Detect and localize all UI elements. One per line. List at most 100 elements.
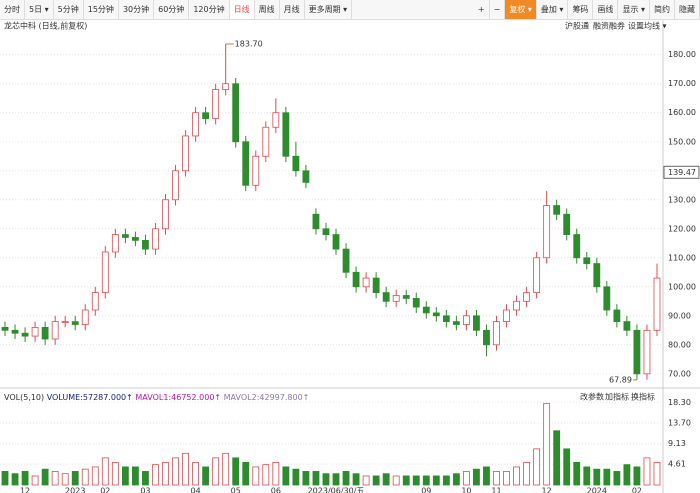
candle-body — [31, 327, 39, 337]
candle-body — [362, 277, 370, 288]
volume-bar — [402, 475, 410, 486]
button[interactable]: 加指标 — [605, 392, 629, 402]
y-tick-label: 160.00 — [668, 108, 696, 117]
candle-body — [523, 292, 531, 302]
volume-bar — [81, 468, 89, 486]
candle-body — [121, 234, 129, 238]
button[interactable]: 换指标 — [631, 392, 655, 402]
volume-bar — [553, 430, 561, 486]
candle-body — [91, 292, 99, 311]
candle-body — [623, 321, 631, 331]
link[interactable]: 融资融券 — [593, 21, 625, 31]
legend-mavol1: MAVOL1:46752.000↑ — [135, 393, 221, 402]
y-tick-label: 70.00 — [668, 369, 691, 378]
volume-bar — [121, 466, 129, 486]
candle-body — [422, 306, 430, 314]
volume-bar — [412, 475, 420, 486]
candle-body — [81, 309, 89, 325]
candle-body — [172, 170, 179, 201]
candle-body — [212, 89, 220, 119]
candle-body — [513, 300, 520, 311]
toolbar-button[interactable]: 筹码 — [568, 0, 594, 19]
candle-body — [593, 263, 601, 288]
candle-body — [432, 312, 440, 317]
toolbar-button[interactable]: 简约 — [650, 0, 675, 19]
candle-body — [302, 170, 310, 183]
volume-bar — [162, 461, 169, 486]
button[interactable]: 改参数 — [580, 392, 604, 402]
candle-body — [101, 251, 109, 293]
volume-bar — [302, 471, 310, 486]
link[interactable]: 设置均线 ▾ — [628, 21, 667, 31]
toolbar-button[interactable]: 15分钟 — [84, 0, 119, 19]
candle-body — [11, 329, 19, 334]
volume-bar — [633, 466, 641, 486]
link[interactable]: 沪股通 — [565, 21, 589, 31]
toolbar-button[interactable]: 5日 ▾ — [25, 0, 54, 19]
y-tick-label: 80.00 — [668, 340, 691, 349]
legend-mavol2: MAVOL2:42997.800↑ — [224, 393, 310, 402]
toolbar-button[interactable]: 更多周期 ▾ — [305, 0, 353, 19]
toolbar-button[interactable]: 复权 ▾ — [505, 0, 537, 19]
toolbar-button[interactable]: 显示 ▾ — [618, 0, 650, 19]
legend-name: VOL(5,10) — [4, 393, 44, 402]
toolbar-button[interactable]: 120分钟 — [189, 0, 230, 19]
x-tick-label: 04 — [190, 487, 200, 493]
candle-body — [382, 292, 390, 302]
candle-body — [543, 205, 551, 259]
legend-volume: VOLUME:57287.000↑ — [47, 393, 133, 402]
toolbar-button[interactable]: 日线 — [229, 0, 255, 19]
volume-bar — [623, 464, 631, 486]
volume-bar — [493, 471, 500, 486]
x-tick-label: 12 — [20, 487, 30, 493]
candle-body — [152, 228, 159, 250]
y-tick-label: 110.00 — [668, 253, 696, 262]
volume-bar — [332, 473, 340, 486]
candle-body — [563, 213, 571, 235]
x-tick-label: 02 — [632, 487, 642, 493]
candle-body — [342, 248, 350, 273]
toolbar-button[interactable]: + — [474, 0, 490, 19]
candle-body — [41, 327, 49, 340]
y-tick-label: 13.70 — [668, 419, 691, 428]
volume-bar — [432, 475, 440, 486]
volume-bar — [71, 471, 79, 486]
volume-bar — [31, 475, 39, 486]
toolbar-button[interactable]: 30分钟 — [119, 0, 155, 19]
volume-bar — [152, 464, 159, 486]
y-tick-label: 4.61 — [668, 460, 686, 469]
x-tick-label: 2024 — [587, 487, 607, 493]
crosshair-label: 139.47 — [668, 168, 696, 177]
volume-bar — [272, 461, 280, 486]
toolbar-button[interactable]: 5分钟 — [54, 0, 84, 19]
candle-body — [222, 83, 230, 90]
x-tick-label: 10 — [461, 487, 471, 493]
candle-body — [312, 213, 320, 230]
toolbar-button[interactable]: 月线 — [280, 0, 305, 19]
toolbar-button[interactable]: − — [490, 0, 506, 19]
volume-bar — [462, 471, 470, 486]
candle-body — [462, 315, 470, 325]
toolbar-button[interactable]: 60分钟 — [154, 0, 190, 19]
volume-bar — [503, 471, 510, 486]
x-tick-label: 12 — [542, 487, 552, 493]
volume-bar — [573, 461, 581, 486]
volume-bar — [593, 468, 601, 486]
candle-body — [71, 321, 79, 325]
volume-bar — [382, 473, 390, 486]
y-tick-label: 100.00 — [668, 282, 696, 291]
candle-body — [1, 327, 9, 331]
toolbar-button[interactable]: 分时 — [0, 0, 25, 19]
x-tick-label: 06 — [271, 487, 281, 493]
volume-bar — [603, 468, 611, 486]
candle-body — [352, 271, 360, 288]
candle-body — [262, 126, 270, 157]
candle-body — [131, 237, 139, 241]
candle-body — [282, 112, 290, 157]
toolbar-button[interactable]: 画线 — [593, 0, 619, 19]
volume-bar — [202, 466, 210, 486]
toolbar-button[interactable]: 周线 — [255, 0, 280, 19]
toolbar-button[interactable]: 叠加 ▾ — [537, 0, 569, 19]
y-tick-label: 90.00 — [668, 311, 691, 320]
